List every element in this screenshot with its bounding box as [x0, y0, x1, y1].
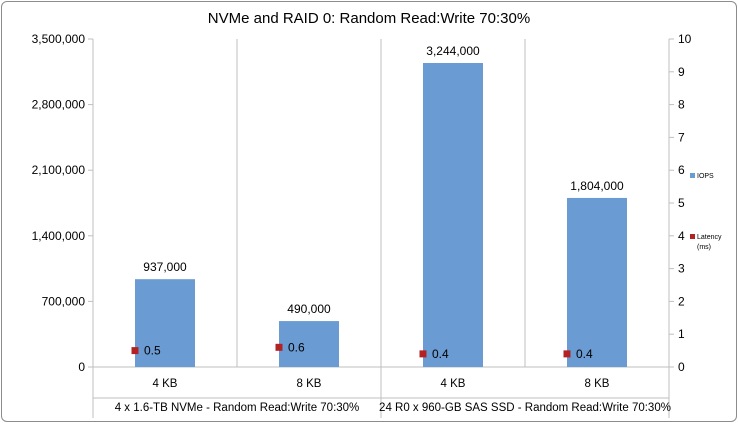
iops-data-label: 3,244,000 [426, 44, 480, 58]
y-right-tick-label: 8 [678, 98, 685, 112]
legend-label-iops: IOPS [697, 173, 714, 180]
y-right-tick-label: 7 [678, 130, 685, 144]
y-left-tick-label: 1,400,000 [32, 229, 86, 243]
y-left-tick-label: 700,000 [42, 294, 86, 308]
y-right-tick-label: 10 [678, 32, 692, 46]
category-label: 8 KB [297, 378, 322, 390]
iops-bar [135, 279, 195, 367]
latency-data-label: 0.4 [576, 347, 593, 361]
latency-data-label: 0.6 [288, 340, 305, 354]
iops-data-label: 490,000 [287, 302, 331, 316]
legend-swatch-latency [690, 234, 695, 239]
latency-data-label: 0.5 [144, 344, 161, 358]
y-right-tick-label: 5 [678, 196, 685, 210]
category-label: 4 KB [441, 378, 466, 390]
legend-swatch-iops [690, 173, 695, 178]
y-right-tick-label: 1 [678, 327, 685, 341]
category-label: 8 KB [585, 378, 610, 390]
legend-label-latency: Latency [697, 234, 722, 241]
latency-point [563, 350, 571, 358]
y-right-tick-label: 6 [678, 163, 685, 177]
latency-data-label: 0.4 [432, 347, 449, 361]
iops-data-label: 1,804,000 [570, 179, 624, 193]
iops-bar [567, 197, 627, 367]
latency-point [275, 343, 283, 351]
y-right-tick-label: 3 [678, 262, 685, 276]
group-label: 4 x 1.6-TB NVMe - Random Read:Write 70:3… [115, 402, 360, 414]
group-label: 24 R0 x 960-GB SAS SSD - Random Read:Wri… [379, 402, 671, 414]
legend: IOPS Latency (ms) [690, 173, 722, 251]
iops-bar [279, 321, 339, 367]
latency-point [419, 350, 427, 358]
category-label: 4 KB [153, 378, 178, 390]
legend-label-latency-unit: (ms) [697, 244, 711, 251]
iops-bar [423, 62, 483, 368]
latency-points-layer [131, 343, 571, 358]
bars-layer [135, 62, 627, 368]
y-left-tick-label: 3,500,000 [32, 32, 86, 46]
y-right-tick-label: 9 [678, 65, 685, 79]
y-right-tick-label: 2 [678, 294, 685, 308]
chart-title: NVMe and RAID 0: Random Read:Write 70:30… [208, 10, 530, 27]
y-right-tick-label: 0 [678, 360, 685, 374]
iops-data-label: 937,000 [143, 260, 187, 274]
y-left-tick-label: 2,100,000 [32, 163, 86, 177]
y-left-tick-label: 2,800,000 [32, 98, 86, 112]
latency-point [131, 347, 139, 355]
y-left-tick-label: 0 [78, 360, 85, 374]
y-right-tick-label: 4 [678, 229, 685, 243]
data-labels-layer: 937,000 490,000 3,244,000 1,804,000 0.5 0.6 0.… [143, 44, 624, 361]
